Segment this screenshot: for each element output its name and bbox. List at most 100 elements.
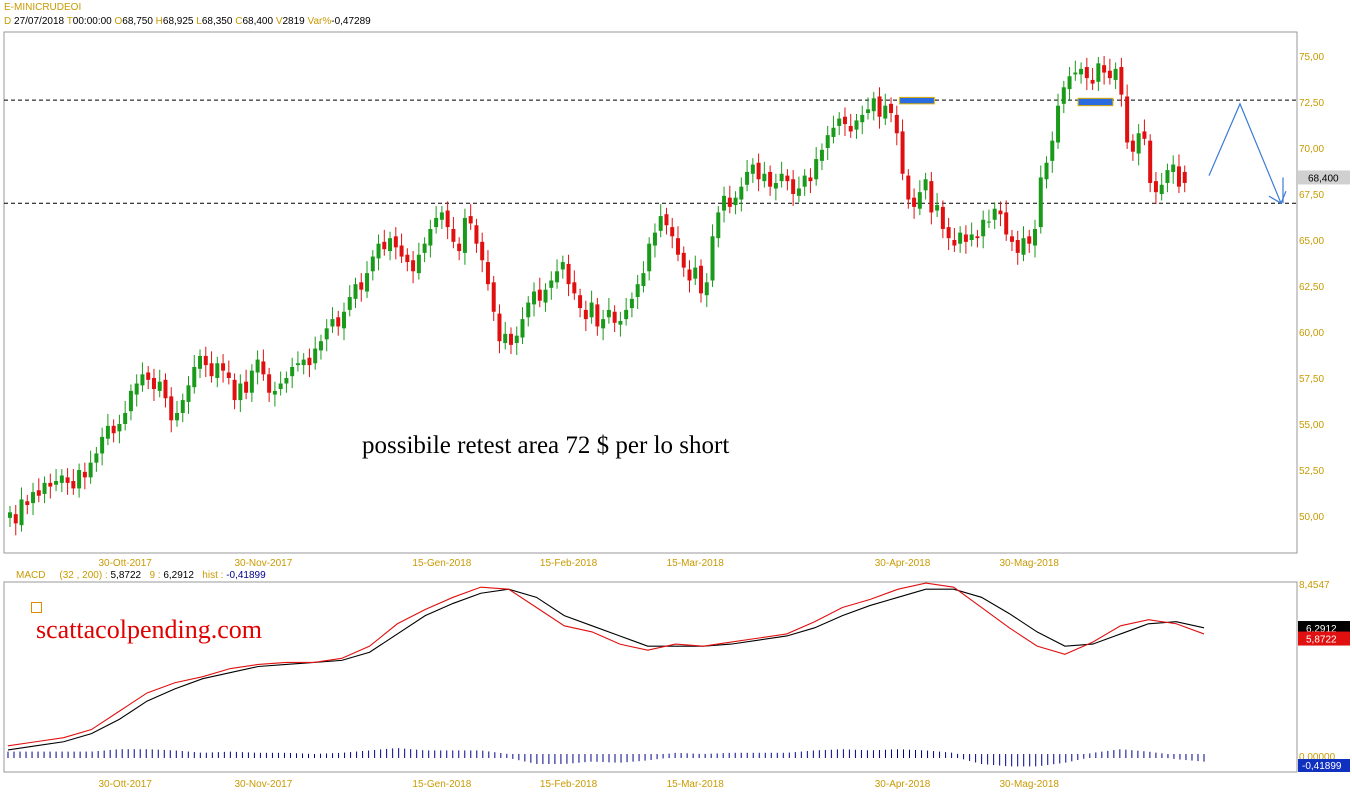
candle-body <box>1136 133 1141 154</box>
x-tick-label: 30-Ott-2017 <box>98 558 152 569</box>
watermark-box-icon <box>31 602 42 613</box>
candle-body <box>244 381 249 393</box>
candle-body <box>866 109 871 114</box>
candle-body <box>336 317 341 327</box>
y-tick-label: 50,00 <box>1299 512 1324 523</box>
candle-body <box>526 302 531 318</box>
candle-body <box>1079 68 1084 75</box>
candle-body <box>209 363 214 377</box>
candle-body <box>1073 72 1078 75</box>
y-tick-label: 75,00 <box>1299 52 1324 63</box>
candle-body <box>589 302 594 318</box>
candle-body <box>434 217 439 228</box>
y-tick-label: 72,50 <box>1299 98 1324 109</box>
low-value: 68,350 <box>201 16 233 27</box>
candle-body <box>756 162 761 180</box>
candle-body <box>31 492 36 504</box>
candle-body <box>733 197 738 206</box>
candle-body <box>796 188 801 196</box>
candle-body <box>100 436 105 454</box>
candle-body <box>1061 87 1066 104</box>
candle-body <box>140 374 145 386</box>
candle-body <box>42 482 47 494</box>
candle-body <box>963 234 968 242</box>
candle-body <box>537 289 542 301</box>
candle-body <box>1102 65 1107 73</box>
candle-body <box>785 175 790 182</box>
macd-line <box>7 582 1205 747</box>
candle-body <box>1119 67 1124 95</box>
candle-body <box>399 245 404 257</box>
x-tick-label: 15-Mar-2018 <box>667 558 725 569</box>
candle-body <box>353 284 358 299</box>
x-tick-label: 30-Mag-2018 <box>1000 558 1060 569</box>
candle-body <box>462 217 467 253</box>
macd-x-tick-label: 30-Ott-2017 <box>98 779 152 790</box>
candle-body <box>405 254 410 263</box>
candle-body <box>710 236 715 281</box>
candle-body <box>203 355 208 366</box>
candle-body <box>445 210 450 228</box>
candle-body <box>750 164 755 174</box>
macd-header: MACD (32 , 200) : 5,8722 9 : 6,2912 hist… <box>16 570 266 581</box>
candle-body <box>520 319 525 338</box>
y-tick-label: 67,50 <box>1299 190 1324 201</box>
candle-body <box>198 355 203 369</box>
candle-body <box>583 309 588 320</box>
last-price-label: 68,400 <box>1308 173 1339 184</box>
candle-body <box>128 390 133 412</box>
candle-body <box>687 269 692 281</box>
candle-body <box>670 227 675 237</box>
candle-body <box>647 243 652 272</box>
candle-body <box>485 262 490 285</box>
ohlc-readout: D 27/07/2018 T00:00:00 O68,750 H68,925 L… <box>4 16 371 27</box>
candle-body <box>555 271 560 283</box>
candle-body <box>532 291 537 305</box>
candle-body <box>416 254 421 274</box>
candle-body <box>77 470 82 489</box>
open-value: 68,750 <box>122 16 153 27</box>
candle-body <box>249 370 254 393</box>
candle-body <box>65 477 70 483</box>
candle-body <box>618 320 623 325</box>
candle-body <box>146 372 151 380</box>
candle-body <box>88 462 93 478</box>
candle-body <box>629 298 634 309</box>
candle-body <box>1009 236 1014 242</box>
candle-body <box>1113 68 1118 80</box>
candle-body <box>261 361 266 375</box>
candle-body <box>226 372 231 378</box>
candle-body <box>871 98 876 112</box>
candle-body <box>854 120 859 130</box>
candle-body <box>641 273 646 286</box>
candle-body <box>468 216 473 224</box>
candle-body <box>722 195 727 211</box>
candle-body <box>1044 162 1049 180</box>
candle-body <box>917 192 922 209</box>
candle-body <box>457 243 462 252</box>
candle-body <box>578 295 583 309</box>
macd-y-label: 8,4547 <box>1299 580 1330 591</box>
candle-body <box>1033 228 1038 246</box>
signal-value-box <box>1298 621 1350 636</box>
candle-body <box>848 125 853 132</box>
candle-body <box>986 221 991 223</box>
candle-body <box>1056 105 1061 143</box>
candle-body <box>370 256 375 272</box>
candle-body <box>992 208 997 220</box>
candle-body <box>969 234 974 240</box>
macd-x-tick-label: 15-Feb-2018 <box>540 779 598 790</box>
macd-x-tick-label: 15-Gen-2018 <box>412 779 471 790</box>
candle-body <box>422 243 427 253</box>
candle-body <box>699 265 704 294</box>
candle-body <box>566 263 571 285</box>
candle-body <box>134 383 139 395</box>
candle-body <box>341 311 346 329</box>
candle-body <box>1153 181 1158 193</box>
y-tick-label: 60,00 <box>1299 328 1324 339</box>
candle-body <box>940 206 945 229</box>
macd-params: (32 , 200) : <box>59 570 108 581</box>
candle-body <box>82 471 87 478</box>
candle-body <box>762 173 767 182</box>
